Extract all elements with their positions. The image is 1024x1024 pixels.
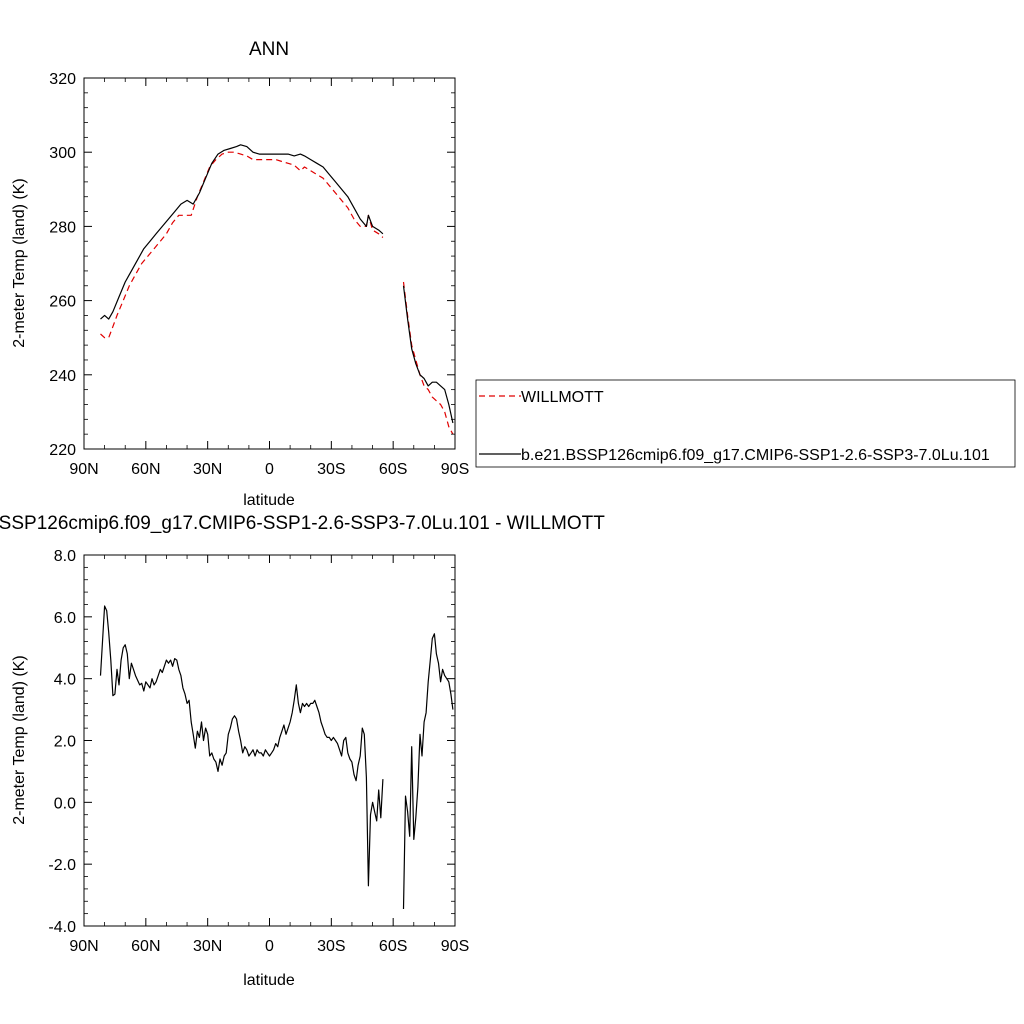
top-panel-x-tick-label: 30N (193, 461, 222, 478)
bottom-panel-y-tick-label: 6.0 (54, 610, 76, 627)
top-panel-x-tick-label: 90S (441, 461, 469, 478)
top-panel-y-tick-label: 220 (49, 442, 76, 459)
top-panel-x-axis-label: latitude (243, 492, 295, 509)
top-panel-temperature: ANN 90N 60N 30N 0 30S 60S 90S 220 240 260 280 300 32… (11, 39, 1016, 509)
top-panel-y-tick-label: 280 (49, 219, 76, 236)
bottom-panel-x-axis-label: latitude (243, 972, 295, 989)
bottom-panel-series-difference-segment-1 (99, 605, 384, 887)
bottom-panel-x-tick-label: 0 (265, 938, 274, 955)
top-panel-series-b-e21-bssp126cmip6-f09-g17-cmi-segment-2 (402, 285, 454, 424)
top-panel-x-tick-label: 90N (69, 461, 98, 478)
bottom-panel-y-tick-label: 0.0 (54, 795, 76, 812)
bottom-panel-y-axis-label: 2-meter Temp (land) (K) (11, 655, 28, 825)
top-panel-plot-frame (83, 77, 456, 450)
bottom-panel-x-tick-label: 60S (379, 938, 407, 955)
bottom-panel-series-difference-segment-2 (402, 633, 454, 910)
bottom-panel-y-tick-label: 4.0 (54, 672, 76, 689)
bottom-panel-series-layer (99, 605, 454, 910)
bottom-panel-y-tick-label: 8.0 (54, 548, 76, 565)
top-panel-y-tick-label: 300 (49, 145, 76, 162)
top-panel-x-tick-label: 60N (131, 461, 160, 478)
top-panel-title: ANN (249, 39, 289, 60)
top-panel-ticks-layer: 90N 60N 30N 0 30S 60S 90S 220 240 260 280 300 320 (49, 71, 469, 478)
legend-label-willmott: WILLMOTT (521, 389, 604, 406)
legend-label-model: b.e21.BSSP126cmip6.f09_g17.CMIP6-SSP1-2.… (521, 447, 990, 464)
bottom-panel-difference: b.e21.BSSP126cmip6.f09_g17.CMIP6-SSP1-2.… (0, 513, 605, 989)
bottom-panel-y-tick-label: 2.0 (54, 734, 76, 751)
top-panel-y-tick-label: 240 (49, 368, 76, 385)
top-panel-series-layer (100, 144, 454, 435)
top-panel-y-axis-label: 2-meter Temp (land) (K) (11, 178, 28, 348)
bottom-panel-plot-frame (83, 554, 456, 927)
top-panel-series-b-e21-bssp126cmip6-f09-g17-cmi-segment-1 (100, 144, 384, 320)
top-panel-series-willmott-segment-2 (402, 281, 454, 435)
bottom-panel-x-tick-label: 30N (193, 938, 222, 955)
top-panel-series-willmott-segment-1 (100, 151, 384, 339)
bottom-panel-x-tick-label: 60N (131, 938, 160, 955)
top-panel-x-tick-label: 0 (265, 461, 274, 478)
legend: WILLMOTT b.e21.BSSP126cmip6.f09_g17.CMIP… (475, 379, 1016, 468)
top-panel-y-tick-label: 320 (49, 71, 76, 88)
bottom-panel-y-tick-label: -4.0 (48, 919, 76, 936)
bottom-panel-x-tick-label: 30S (317, 938, 345, 955)
top-panel-x-tick-label: 60S (379, 461, 407, 478)
bottom-panel-ticks-layer: 90N 60N 30N 0 30S 60S 90S -4.0 -2.0 0.0 2.0 4.0 6.0 8… (48, 548, 469, 955)
top-panel-x-tick-label: 30S (317, 461, 345, 478)
legend-box (475, 379, 1016, 468)
bottom-panel-title: b.e21.BSSP126cmip6.f09_g17.CMIP6-SSP1-2.… (0, 513, 605, 534)
bottom-panel-y-tick-label: -2.0 (48, 857, 76, 874)
top-panel-y-tick-label: 260 (49, 294, 76, 311)
bottom-panel-x-tick-label: 90S (441, 938, 469, 955)
bottom-panel-x-tick-label: 90N (69, 938, 98, 955)
